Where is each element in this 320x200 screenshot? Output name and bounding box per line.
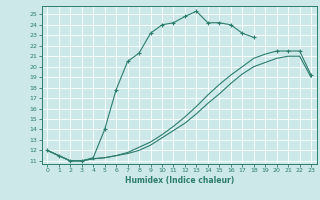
X-axis label: Humidex (Indice chaleur): Humidex (Indice chaleur) [124, 176, 234, 185]
